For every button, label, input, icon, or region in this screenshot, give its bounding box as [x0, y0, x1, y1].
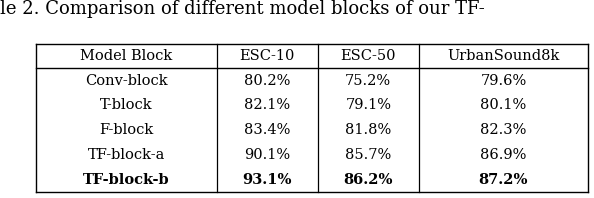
Text: Model Block: Model Block — [80, 49, 172, 63]
Text: F-block: F-block — [99, 123, 153, 137]
Text: 80.1%: 80.1% — [481, 98, 526, 112]
Text: 86.9%: 86.9% — [480, 148, 527, 162]
Text: TF-block-a: TF-block-a — [87, 148, 165, 162]
Text: Conv-block: Conv-block — [85, 74, 168, 88]
Text: 93.1%: 93.1% — [242, 173, 292, 187]
Text: TF-block-b: TF-block-b — [83, 173, 169, 187]
Text: 82.1%: 82.1% — [244, 98, 290, 112]
Text: T-block: T-block — [100, 98, 153, 112]
Text: ESC-50: ESC-50 — [340, 49, 396, 63]
Text: 79.1%: 79.1% — [345, 98, 391, 112]
Text: 75.2%: 75.2% — [345, 74, 391, 88]
Text: 86.2%: 86.2% — [343, 173, 393, 187]
Text: 79.6%: 79.6% — [481, 74, 526, 88]
Text: 81.8%: 81.8% — [345, 123, 391, 137]
Text: 87.2%: 87.2% — [479, 173, 528, 187]
Text: UrbanSound8k: UrbanSound8k — [447, 49, 560, 63]
Text: 80.2%: 80.2% — [244, 74, 290, 88]
Text: 85.7%: 85.7% — [345, 148, 391, 162]
Text: 83.4%: 83.4% — [244, 123, 290, 137]
Text: 90.1%: 90.1% — [244, 148, 290, 162]
Text: 82.3%: 82.3% — [480, 123, 527, 137]
Text: le 2. Comparison of different model blocks of our TF-: le 2. Comparison of different model bloc… — [0, 0, 485, 18]
Text: ESC-10: ESC-10 — [239, 49, 295, 63]
